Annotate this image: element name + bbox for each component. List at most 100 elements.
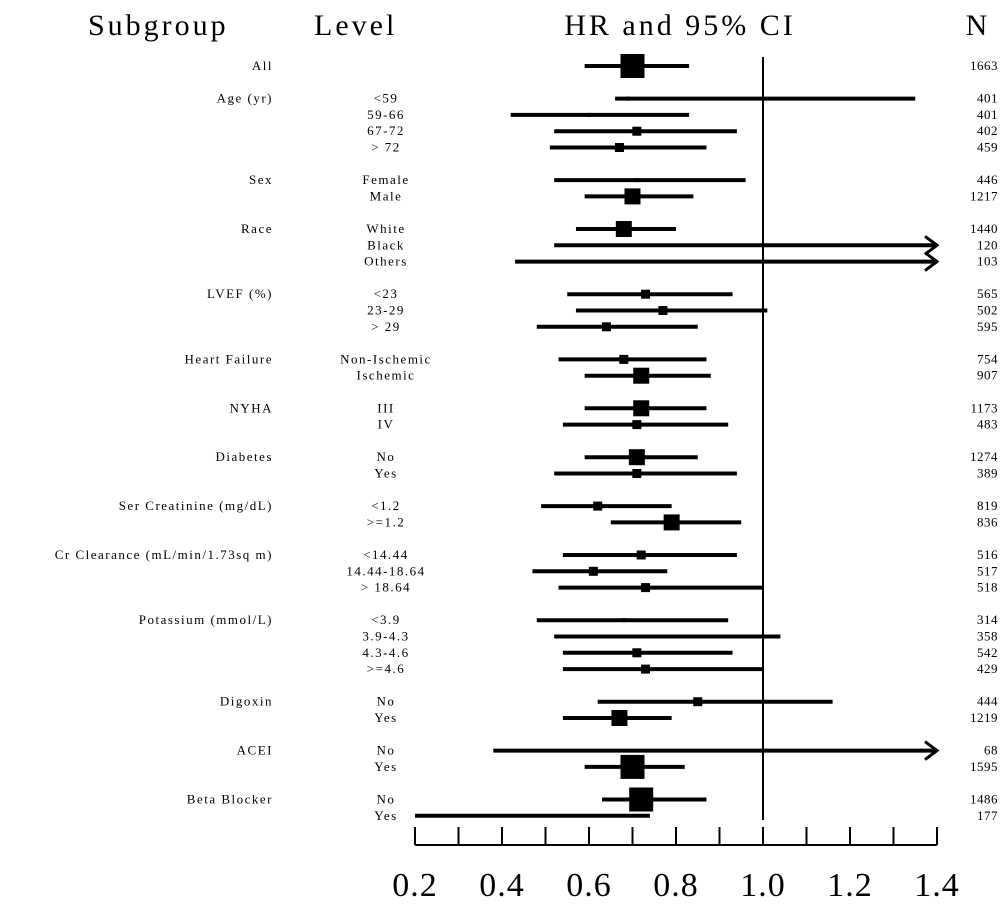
n-value: 1274: [970, 449, 998, 464]
level-label: No: [377, 743, 396, 758]
hr-point: [601, 322, 611, 332]
n-value: 429: [977, 661, 998, 676]
subgroup-label: Age (yr): [217, 91, 273, 106]
level-label: 14.44-18.64: [346, 563, 425, 578]
level-label: Yes: [374, 710, 397, 725]
level-label: Male: [370, 188, 403, 203]
n-value: 565: [977, 286, 998, 301]
level-label: 4.3-4.6: [362, 645, 409, 660]
n-value: 517: [977, 563, 998, 578]
hr-point: [632, 420, 642, 430]
ci-arrow: [924, 740, 940, 761]
hr-point: [614, 143, 624, 152]
level-label: IV: [378, 417, 395, 432]
n-value: 1486: [970, 792, 998, 807]
x-tick-label: 0.2: [392, 867, 438, 904]
subgroup-label: Digoxin: [220, 694, 273, 709]
hr-point: [615, 221, 632, 237]
n-value: 444: [977, 694, 998, 709]
level-label: White: [366, 221, 405, 236]
level-label: III: [377, 400, 395, 415]
subgroup-label: Sex: [249, 172, 273, 187]
hr-point: [632, 469, 642, 478]
level-label: 23-29: [367, 303, 405, 318]
hr-point: [629, 787, 654, 812]
level-label: Yes: [374, 808, 397, 823]
level-label: Yes: [374, 466, 397, 481]
n-value: 836: [977, 514, 998, 529]
x-tick-label: 0.6: [566, 867, 612, 904]
level-label: Ischemic: [357, 368, 416, 383]
hr-point: [619, 354, 629, 364]
hr-point: [647, 634, 652, 639]
subgroup-label: NYHA: [229, 400, 273, 415]
n-value: 103: [977, 254, 998, 269]
n-value: 595: [977, 319, 998, 334]
level-label: No: [377, 449, 396, 464]
n-value: 502: [977, 303, 998, 318]
level-label: >=4.6: [367, 661, 405, 676]
level-label: > 72: [371, 140, 401, 155]
level-label: > 29: [371, 319, 401, 334]
subgroup-label: ACEI: [237, 743, 273, 758]
n-value: 516: [977, 547, 998, 562]
level-label: Yes: [374, 759, 397, 774]
hr-point: [588, 566, 598, 576]
subgroup-label: LVEF (%): [207, 286, 273, 301]
n-value: 542: [977, 645, 998, 660]
subgroup-label: Cr Clearance (mL/min/1.73sq m): [55, 547, 273, 562]
x-tick-label: 1.4: [914, 867, 960, 904]
hr-point: [587, 112, 591, 117]
subgroup-label: Ser Creatinine (mg/dL): [119, 498, 273, 513]
level-label: Non-Ischemic: [340, 351, 432, 366]
n-value: 446: [977, 172, 998, 187]
x-tick-label: 1.0: [740, 867, 786, 904]
n-value: 401: [977, 107, 998, 122]
x-tick-label: 0.8: [653, 867, 699, 904]
level-label: <23: [374, 286, 399, 301]
ci-arrow: [924, 235, 940, 256]
subgroup-label: Diabetes: [216, 449, 273, 464]
hr-point: [620, 54, 645, 78]
hr-point: [641, 664, 651, 674]
hr-point: [621, 618, 626, 623]
header-subgroup: Subgroup: [88, 9, 229, 42]
n-value: 819: [977, 498, 998, 513]
level-label: > 18.64: [361, 580, 411, 595]
hr-point: [593, 501, 603, 511]
n-value: 68: [984, 743, 998, 758]
level-label: No: [377, 792, 396, 807]
hr-point: [641, 289, 651, 299]
n-value: 177: [977, 808, 998, 823]
header-hr-ci: HR and 95% CI: [564, 9, 795, 42]
hr-point: [636, 550, 646, 560]
n-value: 120: [977, 237, 998, 252]
hr-point: [641, 583, 651, 593]
hr-point: [663, 514, 680, 531]
level-label: Female: [362, 172, 409, 187]
n-value: 459: [977, 140, 998, 155]
header-level: Level: [314, 9, 397, 42]
n-value: 1217: [970, 188, 998, 203]
level-label: <59: [374, 91, 399, 106]
header-n: N: [966, 9, 991, 42]
n-value: 518: [977, 580, 998, 595]
n-value: 907: [977, 368, 998, 383]
n-value: 401: [977, 91, 998, 106]
n-value: 358: [977, 629, 998, 644]
level-label: 59-66: [367, 107, 405, 122]
subgroup-label: Heart Failure: [185, 351, 273, 366]
hr-point: [624, 188, 641, 205]
n-value: 1595: [970, 759, 998, 774]
hr-point: [658, 306, 668, 315]
subgroup-label: Beta Blocker: [187, 792, 273, 807]
n-value: 1173: [970, 400, 998, 415]
hr-point: [634, 178, 639, 183]
x-tick-label: 1.2: [827, 867, 873, 904]
n-value: 389: [977, 466, 998, 481]
n-value: 754: [977, 351, 998, 366]
hr-point: [633, 400, 650, 417]
subgroup-label: Potassium (mmol/L): [139, 612, 273, 627]
ci-arrow: [924, 251, 940, 272]
hr-point: [628, 449, 645, 466]
